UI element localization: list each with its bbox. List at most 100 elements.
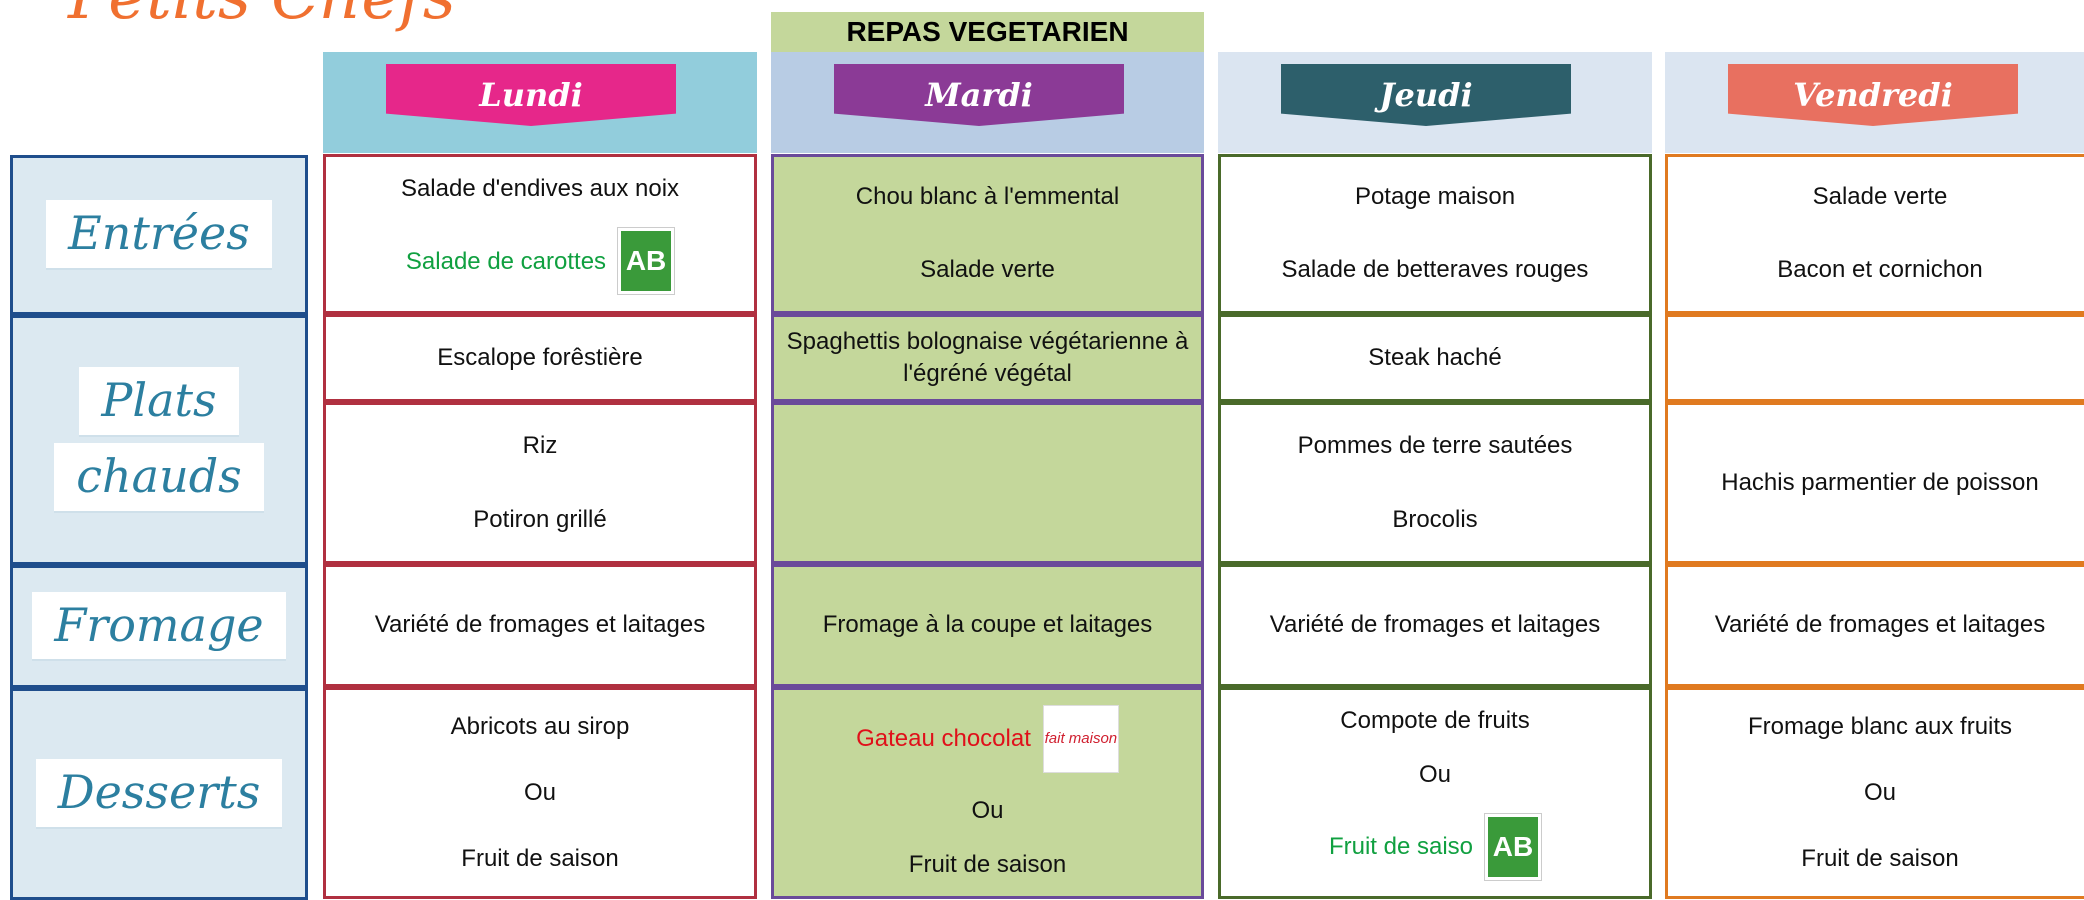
- dish: Chou blanc à l'emmental: [855, 183, 1120, 211]
- section-cell: Desserts: [10, 688, 308, 900]
- badge: AB: [1485, 813, 1542, 880]
- dish: Steak haché: [1368, 343, 1502, 371]
- dish: Variété de fromages et laitages: [1269, 611, 1601, 639]
- menu-cell: Escalope forêstière: [323, 313, 757, 402]
- dish: Fruit de saison: [1801, 844, 1959, 872]
- menu-item: Potiron grillé: [473, 504, 606, 535]
- dish: Hachis parmentier de poisson: [1721, 468, 2039, 496]
- banner: REPAS VEGETARIEN: [771, 12, 1204, 52]
- menu-item: Steak haché: [1368, 342, 1501, 373]
- menu-cell: Chou blanc à l'emmental Salade verte: [771, 153, 1204, 314]
- section-cell: Fromage: [10, 565, 308, 688]
- menu-cell: Salade verte Bacon et cornichon: [1665, 153, 2084, 314]
- menu-cell: Spaghettis bolognaise végétarienne à l'é…: [771, 313, 1204, 402]
- dish: Spaghettis bolognaise végétarienne à l'é…: [786, 328, 1189, 387]
- menu-item: Fromage à la coupe et laitages: [823, 609, 1153, 640]
- dish: Salade d'endives aux noix: [400, 174, 680, 202]
- menu-item: Gateau chocolat fait maison: [856, 704, 1119, 773]
- menu-cell: Fromage à la coupe et laitages: [771, 563, 1204, 687]
- badge: fait maison: [1042, 704, 1119, 773]
- menu-item: Escalope forêstière: [437, 342, 642, 373]
- menu-item: Potage maison: [1355, 181, 1515, 212]
- menu-item: Fromage blanc aux fruits: [1748, 711, 2012, 742]
- menu-cell: [1665, 313, 2084, 402]
- dish: Brocolis: [1392, 505, 1478, 533]
- menu-item: Fruit de saiso AB: [1328, 813, 1542, 880]
- dish: Ou: [971, 797, 1004, 825]
- menu-item: Compote de fruits: [1340, 705, 1529, 736]
- dish: Ou: [1418, 761, 1451, 789]
- section-label: chauds: [54, 443, 264, 513]
- menu-item: Hachis parmentier de poisson: [1721, 467, 2039, 498]
- dish: Abricots au sirop: [450, 712, 630, 740]
- dish: Salade de betteraves rouges: [1281, 256, 1589, 284]
- dish: Compote de fruits: [1340, 707, 1530, 735]
- menu-item: Abricots au sirop: [451, 711, 630, 742]
- menu-cell: Gateau chocolat fait maison Ou Fruit de sai…: [771, 686, 1204, 899]
- menu-item: Spaghettis bolognaise végétarienne à l'é…: [782, 326, 1193, 388]
- dish: Fruit de saison: [461, 844, 619, 872]
- day-name: Mardi: [834, 64, 1124, 126]
- dish: Riz: [522, 431, 558, 459]
- dish: Fruit de saiso: [1328, 833, 1474, 861]
- menu-cell: Abricots au sirop Ou Fruit de saison: [323, 686, 757, 899]
- section-label: Entrées: [46, 200, 272, 270]
- dish: Ou: [1863, 778, 1896, 806]
- dish: Fromage à la coupe et laitages: [822, 611, 1153, 639]
- menu-cell: Compote de fruits Ou Fruit de saiso AB: [1218, 686, 1652, 899]
- menu-item: Chou blanc à l'emmental: [856, 181, 1119, 212]
- menu-item: Variété de fromages et laitages: [1715, 609, 2045, 640]
- dish: Potiron grillé: [473, 505, 607, 533]
- menu-item: Bacon et cornichon: [1777, 254, 1982, 285]
- dish: Ou: [523, 778, 556, 806]
- dish: Gateau chocolat: [856, 725, 1031, 753]
- menu-item: Ou: [1419, 759, 1451, 790]
- menu-cell: Variété de fromages et laitages: [323, 563, 757, 687]
- dish: Escalope forêstière: [437, 343, 643, 371]
- menu-item: Salade de carottes AB: [405, 228, 675, 295]
- menu-item: Fruit de saison: [1801, 843, 1958, 874]
- dish: Variété de fromages et laitages: [374, 611, 706, 639]
- day-name: Lundi: [386, 64, 676, 126]
- dish: Salade verte: [1812, 183, 1948, 211]
- menu-cell: Riz Potiron grillé: [323, 401, 757, 564]
- day-header: Vendredi: [1665, 52, 2084, 153]
- menu-cell: [771, 401, 1204, 564]
- dish: Fruit de saison: [908, 851, 1067, 879]
- menu-item: Riz: [523, 430, 558, 461]
- dish: Pommes de terre sautées: [1297, 431, 1573, 459]
- day-name: Jeudi: [1281, 64, 1571, 126]
- menu-cell: Variété de fromages et laitages: [1665, 563, 2084, 687]
- menu-item: Variété de fromages et laitages: [375, 609, 705, 640]
- menu-cell: Potage maison Salade de betteraves rouges: [1218, 153, 1652, 314]
- menu-item: Salade de betteraves rouges: [1282, 254, 1589, 285]
- dish: Salade de carottes: [405, 247, 607, 275]
- day-header: Jeudi: [1218, 52, 1652, 153]
- menu-item: Pommes de terre sautées: [1298, 430, 1573, 461]
- section-label: Fromage: [32, 591, 286, 662]
- dish: Salade verte: [920, 256, 1055, 284]
- menu-item: Variété de fromages et laitages: [1270, 609, 1600, 640]
- dish: Bacon et cornichon: [1777, 256, 1983, 284]
- menu-item: Ou: [524, 777, 556, 808]
- day-header: Lundi: [323, 52, 757, 153]
- day-name: Vendredi: [1728, 64, 2018, 126]
- menu-item: Salade verte: [1813, 181, 1948, 212]
- section-label: Plats: [79, 367, 239, 437]
- menu-item: Salade d'endives aux noix: [401, 173, 679, 204]
- menu-cell: Pommes de terre sautées Brocolis: [1218, 401, 1652, 564]
- menu-item: Brocolis: [1392, 504, 1477, 535]
- dish: Potage maison: [1354, 183, 1516, 211]
- menu-cell: Salade d'endives aux noix Salade de carot…: [323, 153, 757, 314]
- menu-item: Fruit de saison: [909, 849, 1066, 880]
- section-label: Desserts: [35, 759, 283, 829]
- menu-cell: Fromage blanc aux fruits Ou Fruit de saiso…: [1665, 686, 2084, 899]
- menu-cell: Variété de fromages et laitages: [1218, 563, 1652, 687]
- menu-item: Fruit de saison: [461, 843, 618, 874]
- day-header: Mardi: [771, 52, 1204, 153]
- menu-item: Ou: [971, 795, 1003, 826]
- menu-cell: Hachis parmentier de poisson: [1665, 401, 2084, 564]
- section-cell: Plats chauds: [10, 315, 308, 565]
- badge: AB: [618, 228, 675, 295]
